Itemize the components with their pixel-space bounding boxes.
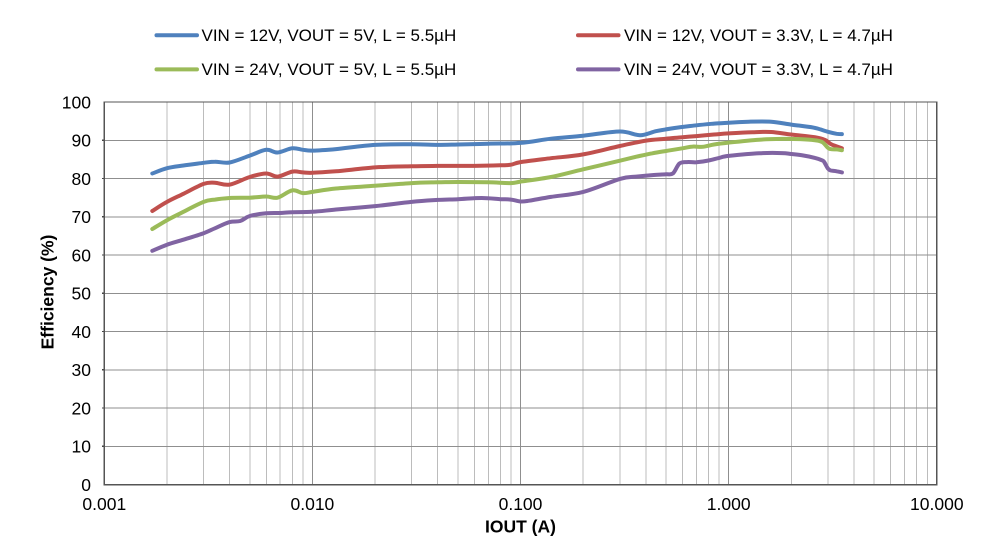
svg-text:10: 10 — [72, 437, 92, 457]
svg-text:0.100: 0.100 — [499, 494, 543, 514]
svg-text:IOUT (A): IOUT (A) — [485, 517, 556, 537]
svg-text:VIN = 24V, VOUT = 5V, L = 5.5µ: VIN = 24V, VOUT = 5V, L = 5.5µH — [202, 60, 457, 79]
svg-text:VIN = 12V, VOUT = 5V, L = 5.5µ: VIN = 12V, VOUT = 5V, L = 5.5µH — [202, 26, 457, 45]
svg-text:Efficiency (%): Efficiency (%) — [38, 235, 58, 350]
svg-text:0: 0 — [81, 475, 91, 495]
svg-text:10.000: 10.000 — [910, 494, 964, 514]
svg-text:80: 80 — [72, 169, 92, 189]
svg-text:40: 40 — [72, 322, 92, 342]
svg-text:60: 60 — [72, 245, 92, 265]
svg-text:70: 70 — [72, 207, 92, 227]
svg-text:50: 50 — [72, 284, 92, 304]
svg-text:90: 90 — [72, 131, 92, 151]
svg-text:VIN = 24V, VOUT = 3.3V, L = 4.: VIN = 24V, VOUT = 3.3V, L = 4.7µH — [624, 60, 893, 79]
svg-text:100: 100 — [62, 92, 91, 112]
svg-text:20: 20 — [72, 399, 92, 419]
svg-text:1.000: 1.000 — [707, 494, 751, 514]
svg-text:30: 30 — [72, 360, 92, 380]
svg-text:0.010: 0.010 — [291, 494, 335, 514]
svg-text:VIN = 12V, VOUT = 3.3V, L = 4.: VIN = 12V, VOUT = 3.3V, L = 4.7µH — [624, 26, 893, 45]
svg-text:0.001: 0.001 — [82, 494, 126, 514]
